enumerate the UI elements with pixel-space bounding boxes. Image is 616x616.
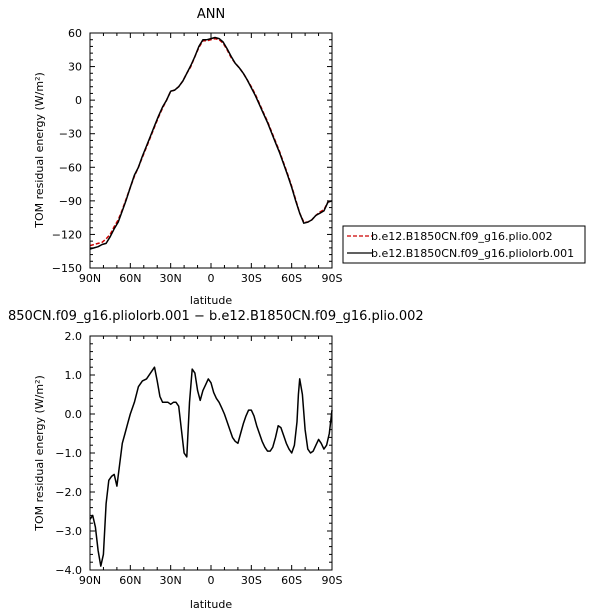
- top-y-axis-label: TOM residual energy (W/m²): [33, 72, 46, 229]
- top-series-layer: [89, 36, 333, 250]
- top-panel: ANN 90N 60N 30N 0 30S 60S 90S −150 −120 −90 −60 −30…: [33, 7, 343, 307]
- bottom-x-tick-label: 90N: [79, 574, 101, 587]
- bottom-x-tick-label: 90S: [322, 574, 343, 587]
- bottom-x-tick-label: 30N: [160, 574, 182, 587]
- bottom-y-axis-label: TOM residual energy (W/m²): [33, 375, 46, 532]
- top-y-tick-label: 0: [75, 94, 82, 107]
- bottom-chart-title: 850CN.f09_g16.pliolorb.001 − b.e12.B1850…: [8, 309, 424, 324]
- top-y-tick-label: −150: [52, 262, 82, 275]
- top-x-tick-label: 30N: [160, 272, 182, 285]
- bottom-plot-frame: [89, 335, 333, 571]
- bottom-x-tick-label: 0: [208, 574, 215, 587]
- top-y-tick-label: 60: [68, 27, 82, 40]
- bottom-y-tick-label: 1.0: [65, 369, 83, 382]
- legend-label-pliolorb-001: b.e12.B1850CN.f09_g16.pliolorb.001: [371, 247, 574, 260]
- top-x-tick-label: 90N: [79, 272, 101, 285]
- legend: b.e12.B1850CN.f09_g16.plio.002 b.e12.B18…: [342, 225, 586, 264]
- top-chart-title: ANN: [197, 7, 225, 22]
- bottom-y-tick-label: −2.0: [55, 486, 82, 499]
- bottom-x-tick-label: 60S: [281, 574, 302, 587]
- top-y-tick-label: 30: [68, 61, 82, 74]
- legend-label-plio-002: b.e12.B1850CN.f09_g16.plio.002: [371, 230, 553, 243]
- legend-box: [342, 225, 586, 264]
- bottom-y-tick-label: 2.0: [65, 330, 83, 343]
- top-series-line-b-e12-b1850cn-f09-g16-pliolorb-001: [89, 36, 333, 250]
- top-y-tick-label: −90: [59, 195, 82, 208]
- bottom-x-tick-label: 60N: [119, 574, 141, 587]
- bottom-panel: 850CN.f09_g16.pliolorb.001 − b.e12.B1850…: [8, 309, 424, 611]
- bottom-tick-layer: 90N 60N 30N 0 30S 60S 90S −4.0 −3.0 −2.0 −1.0 0.0 1.…: [55, 330, 342, 587]
- top-y-tick-label: −30: [59, 128, 82, 141]
- top-plot-frame: [89, 32, 333, 269]
- top-y-tick-label: −60: [59, 161, 82, 174]
- bottom-y-tick-label: −3.0: [55, 525, 82, 538]
- top-x-tick-label: 60S: [281, 272, 302, 285]
- top-series-line-b-e12-b1850cn-f09-g16-plio-002: [89, 37, 333, 247]
- top-x-tick-label: 30S: [241, 272, 262, 285]
- bottom-series-line-difference: [89, 366, 333, 567]
- bottom-y-tick-label: −4.0: [55, 564, 82, 577]
- top-tick-layer: 90N 60N 30N 0 30S 60S 90S −150 −120 −90 −60 −30 0 30 6…: [52, 27, 343, 285]
- top-y-tick-label: −120: [52, 228, 82, 241]
- bottom-x-axis-label: latitude: [190, 598, 232, 611]
- bottom-y-tick-label: 0.0: [65, 408, 83, 421]
- top-x-tick-label: 0: [208, 272, 215, 285]
- top-x-tick-label: 90S: [322, 272, 343, 285]
- top-x-tick-label: 60N: [119, 272, 141, 285]
- bottom-series-layer: [89, 366, 333, 567]
- top-x-axis-label: latitude: [190, 294, 232, 307]
- bottom-y-tick-label: −1.0: [55, 447, 82, 460]
- bottom-x-tick-label: 30S: [241, 574, 262, 587]
